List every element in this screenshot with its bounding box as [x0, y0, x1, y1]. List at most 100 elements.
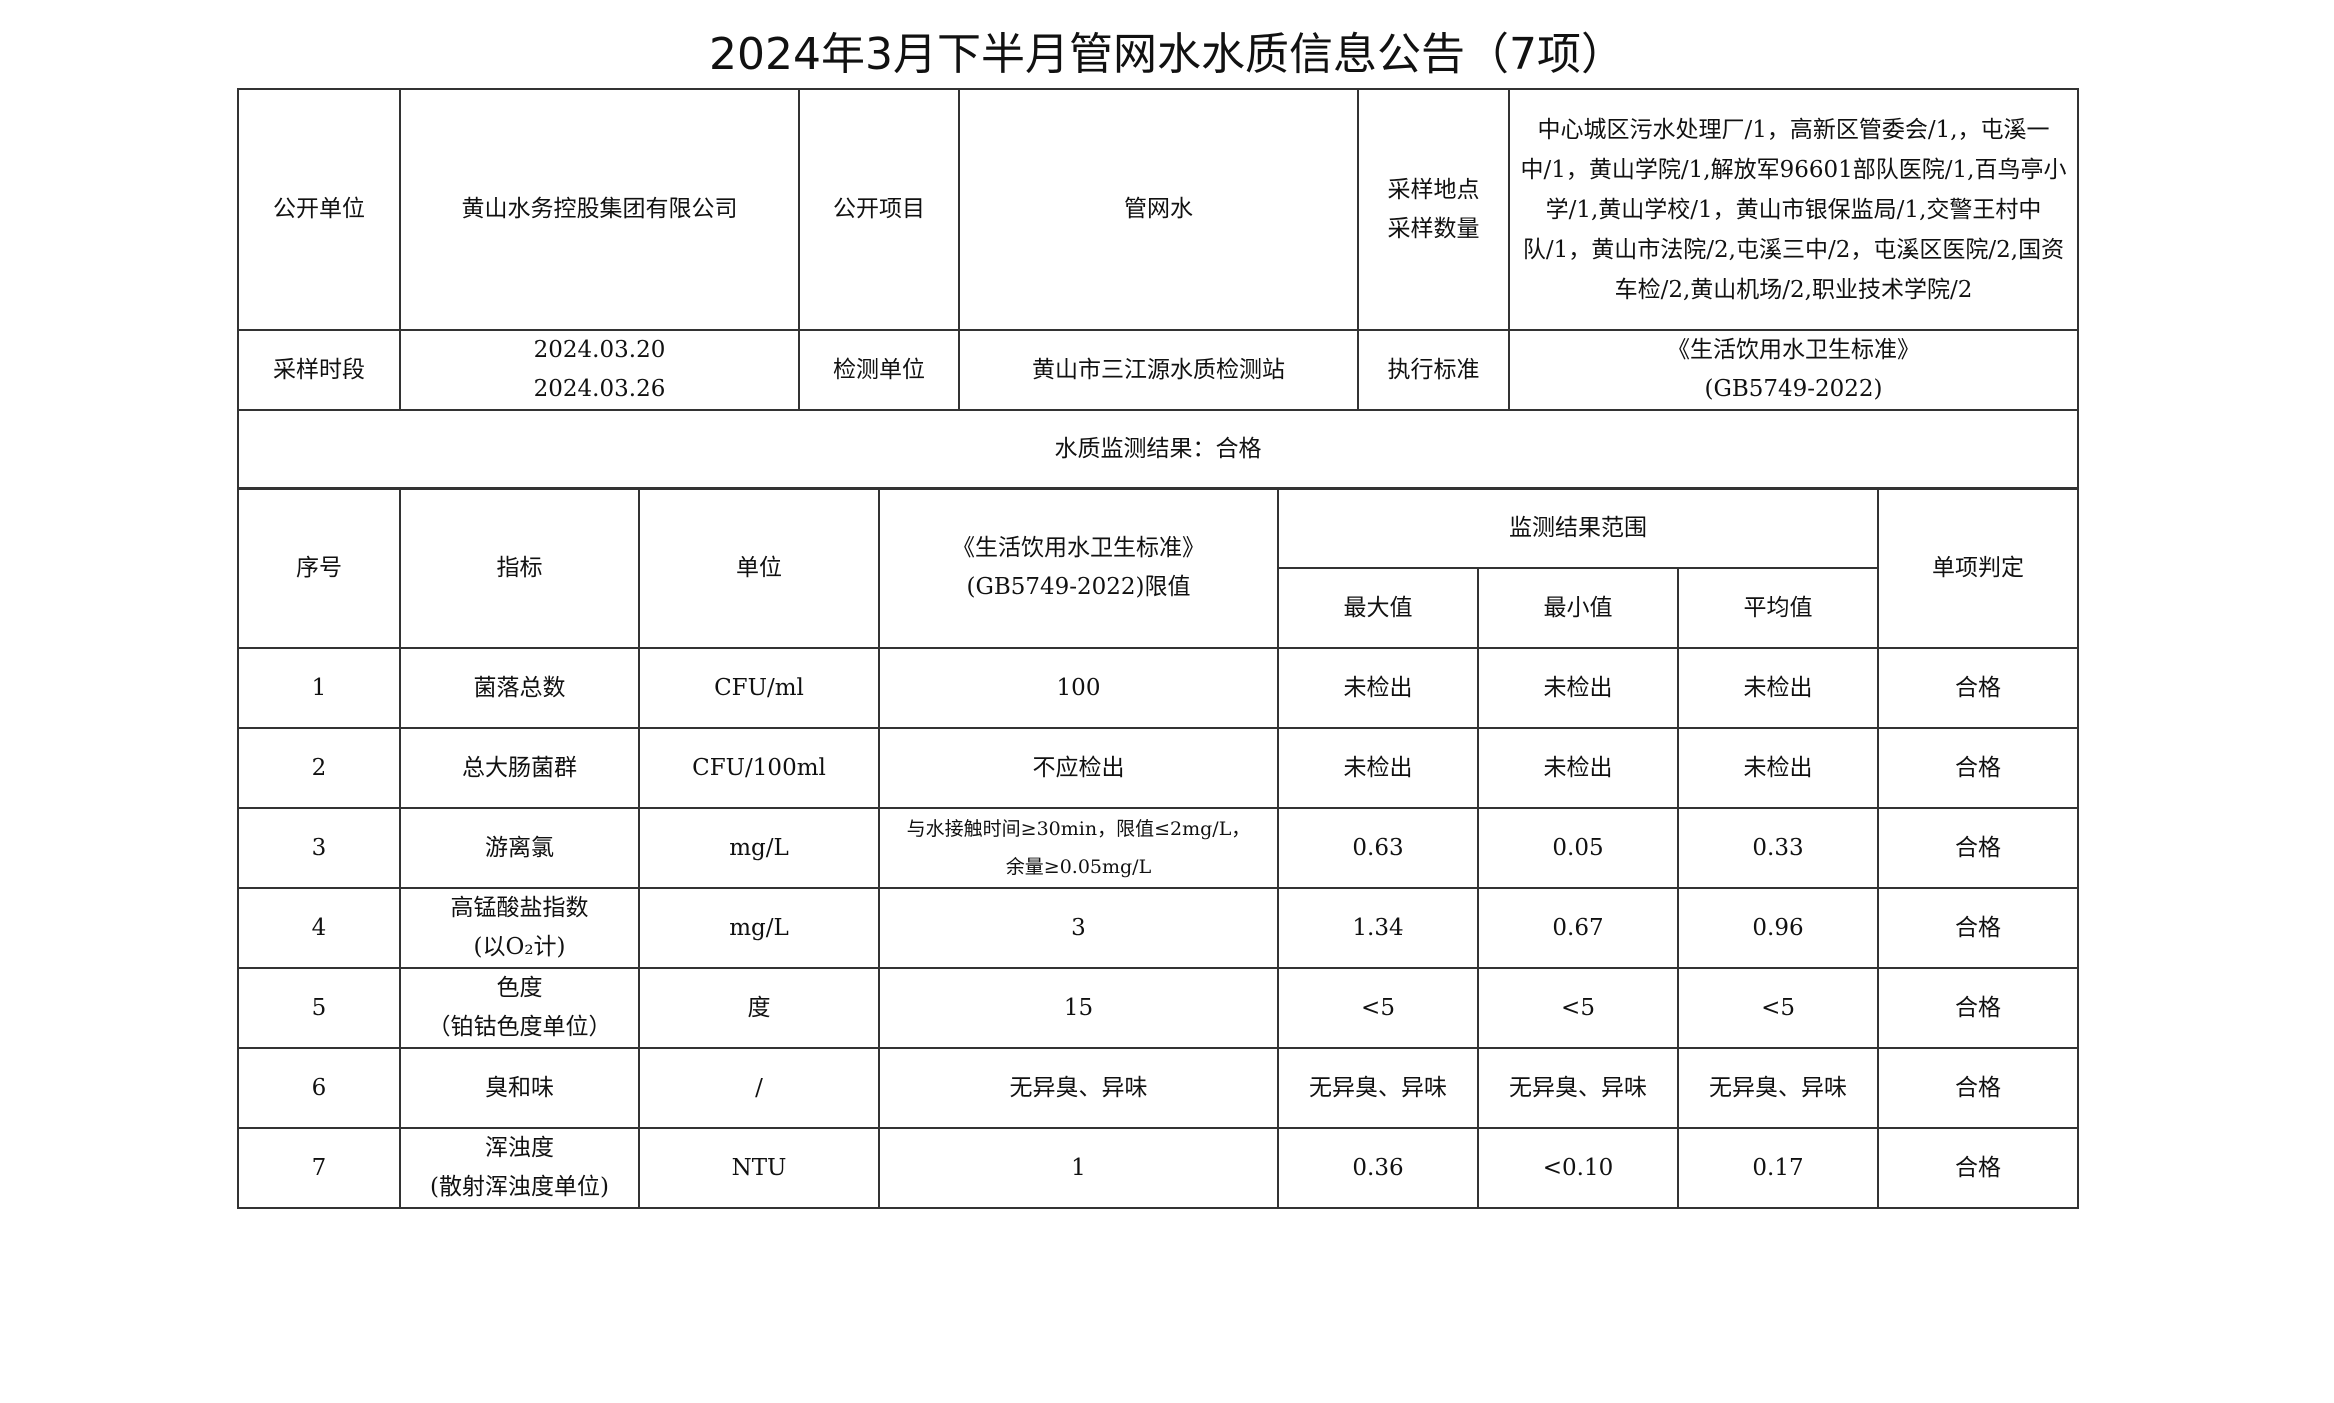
header-indicator: 指标: [399, 487, 640, 649]
header-range: 监测结果范围: [1276, 487, 1880, 569]
cell-max: 无异臭、异味: [1277, 1047, 1479, 1129]
cell-indicator-line: 总大肠菌群: [462, 754, 577, 781]
info-table: 公开单位 黄山水务控股集团有限公司 公开项目 管网水 采样地点 采样数量 中心城区…: [237, 88, 2079, 490]
cell-avg-line: 无异臭、异味: [1709, 1074, 1848, 1101]
site-label-line: 采样地点: [1387, 176, 1480, 203]
cell-judge-line: 合格: [1955, 834, 2002, 861]
cell-no-line: 5: [311, 994, 327, 1021]
cell-no-line: 3: [311, 834, 327, 861]
cell-judge: 合格: [1877, 727, 2080, 809]
cell-limit: 15: [878, 967, 1279, 1049]
standard-line1: 《生活饮用水卫生标准》: [1667, 337, 1920, 363]
table-row: 4 高锰酸盐指数 (以O₂计) mg/L 3 1.34 0.67 0.96 合格: [237, 887, 2080, 969]
page-title: 2024年3月下半月管网水水质信息公告（7项）: [709, 29, 1625, 80]
cell-avg-line: 未检出: [1743, 754, 1813, 781]
cell-avg-line: 0.33: [1752, 834, 1804, 861]
cell-limit: 100: [878, 647, 1279, 729]
cell-max: 0.36: [1277, 1127, 1479, 1209]
cell-unit: mg/L: [638, 807, 880, 889]
cell-unit-line: CFU/100ml: [692, 754, 826, 781]
cell-no-line: 2: [311, 754, 327, 781]
cell-limit-line: 与水接触时间≥30min，限值≤2mg/L，: [906, 818, 1251, 840]
cell-no: 2: [237, 727, 401, 809]
item-label: 公开项目: [798, 88, 960, 331]
cell-min-line: 0.05: [1552, 834, 1604, 861]
header-no: 序号: [237, 487, 401, 649]
cell-no: 4: [237, 887, 401, 969]
table-row: 3 游离氯 mg/L 与水接触时间≥30min，限值≤2mg/L， 余量≥0.05mg/…: [237, 807, 2080, 889]
cell-limit: 与水接触时间≥30min，限值≤2mg/L， 余量≥0.05mg/L: [878, 807, 1279, 889]
cell-limit-line: 无异臭、异味: [1009, 1074, 1148, 1101]
cell-indicator: 菌落总数: [399, 647, 640, 729]
cell-judge: 合格: [1877, 887, 2080, 969]
cell-indicator: 臭和味: [399, 1047, 640, 1129]
cell-indicator-line: 臭和味: [485, 1074, 554, 1101]
table-row: 2 总大肠菌群 CFU/100ml 不应检出 未检出 未检出 未检出 合格: [237, 727, 2080, 809]
cell-indicator: 总大肠菌群: [399, 727, 640, 809]
cell-unit-line: mg/L: [729, 914, 789, 941]
cell-indicator-line: 游离氯: [485, 834, 554, 861]
cell-limit-line: 3: [1071, 914, 1086, 941]
cell-judge: 合格: [1877, 807, 2080, 889]
cell-min-line: <0.10: [1542, 1154, 1614, 1181]
standard-line2: (GB5749-2022): [1704, 376, 1883, 402]
cell-max: 0.63: [1277, 807, 1479, 889]
lab-label: 检测单位: [798, 329, 960, 411]
header-min: 最小值: [1477, 567, 1679, 649]
cell-unit: 度: [638, 967, 880, 1049]
cell-no: 3: [237, 807, 401, 889]
cell-limit: 3: [878, 887, 1279, 969]
cell-avg: <5: [1676, 967, 1880, 1049]
cell-avg: 无异臭、异味: [1676, 1047, 1880, 1129]
cell-unit: /: [638, 1047, 880, 1129]
cell-limit-line: 不应检出: [1032, 754, 1125, 781]
cell-avg: 未检出: [1676, 647, 1880, 729]
cell-unit: CFU/ml: [638, 647, 880, 729]
cell-max-line: 1.34: [1352, 914, 1404, 941]
cell-unit-line: 度: [747, 994, 771, 1021]
cell-judge-line: 合格: [1955, 1154, 2002, 1181]
cell-max-line: 0.36: [1352, 1154, 1404, 1181]
cell-unit: NTU: [638, 1127, 880, 1209]
cell-limit: 不应检出: [878, 727, 1279, 809]
cell-unit-line: NTU: [731, 1154, 787, 1181]
cell-max: 1.34: [1277, 887, 1479, 969]
table-row: 1 菌落总数 CFU/ml 100 未检出 未检出 未检出 合格: [237, 647, 2080, 729]
sites-value: 中心城区污水处理厂/1，高新区管委会/1,，屯溪一中/1，黄山学院/1,解放军9…: [1508, 88, 2079, 331]
header-unit: 单位: [638, 487, 880, 649]
cell-limit: 无异臭、异味: [878, 1047, 1279, 1129]
table-row: 6 臭和味 / 无异臭、异味 无异臭、异味 无异臭、异味 无异臭、异味 合格: [237, 1047, 2080, 1129]
cell-indicator-line: 浑浊度: [485, 1135, 554, 1161]
header-limit-line2: (GB5749-2022)限值: [966, 574, 1191, 600]
cell-judge-line: 合格: [1955, 674, 2002, 701]
results-table: 序号 指标 单位 《生活饮用水卫生标准》 (GB5749-2022)限值 监测结果…: [237, 487, 2080, 1209]
cell-min-line: 无异臭、异味: [1509, 1074, 1647, 1101]
cell-judge-line: 合格: [1955, 754, 2002, 781]
cell-unit: mg/L: [638, 887, 880, 969]
count-label-line: 采样数量: [1387, 215, 1480, 242]
cell-min: 未检出: [1477, 647, 1679, 729]
cell-unit: CFU/100ml: [638, 727, 880, 809]
cell-indicator-line: 高锰酸盐指数: [450, 895, 589, 921]
table-row: 5 色度 （铂钴色度单位） 度 15 <5 <5 <5 合格: [237, 967, 2080, 1049]
cell-min: 未检出: [1477, 727, 1679, 809]
site-label: 采样地点 采样数量: [1357, 88, 1510, 331]
cell-avg: 0.96: [1676, 887, 1880, 969]
cell-min: 0.67: [1477, 887, 1679, 969]
standard-value: 《生活饮用水卫生标准》 (GB5749-2022): [1508, 329, 2079, 411]
cell-no-line: 7: [311, 1154, 327, 1181]
cell-limit-line: 15: [1063, 994, 1094, 1021]
item-value: 管网水: [958, 88, 1359, 331]
cell-min: 无异臭、异味: [1477, 1047, 1679, 1129]
cell-judge: 合格: [1877, 1127, 2080, 1209]
cell-max-line: 未检出: [1343, 674, 1413, 701]
header-judge: 单项判定: [1877, 487, 2080, 649]
cell-min: <5: [1477, 967, 1679, 1049]
period-value: 2024.03.20 2024.03.26: [399, 329, 800, 411]
cell-indicator: 浑浊度 (散射浑浊度单位): [399, 1127, 640, 1209]
table-row: 7 浑浊度 (散射浑浊度单位) NTU 1 0.36 <0.10 0.17 合格: [237, 1127, 2080, 1209]
cell-no: 5: [237, 967, 401, 1049]
cell-no: 7: [237, 1127, 401, 1209]
cell-avg: 0.17: [1676, 1127, 1880, 1209]
cell-avg-line: 未检出: [1743, 674, 1813, 701]
